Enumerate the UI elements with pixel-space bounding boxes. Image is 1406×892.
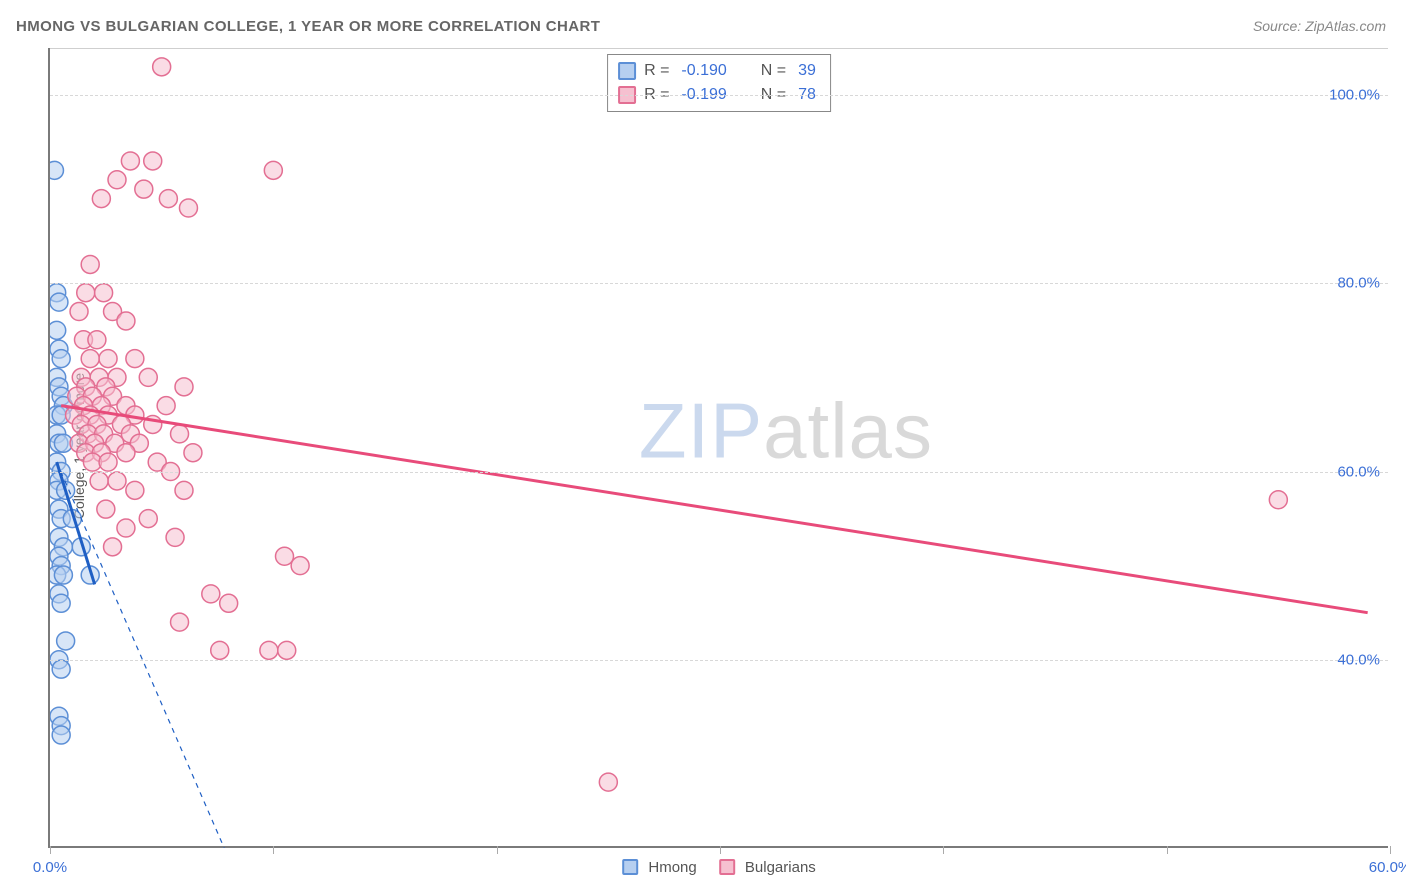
y-tick-label: 60.0%	[1337, 463, 1380, 480]
source-attribution: Source: ZipAtlas.com	[1253, 18, 1386, 34]
data-point	[157, 397, 175, 415]
data-point	[52, 594, 70, 612]
data-point	[153, 58, 171, 76]
gridline-h	[50, 95, 1388, 96]
x-tick-label: 0.0%	[33, 859, 67, 876]
x-tick	[50, 846, 51, 854]
data-point	[97, 500, 115, 518]
legend-label-hmong: Hmong	[648, 859, 696, 876]
data-point	[95, 284, 113, 302]
data-point	[184, 444, 202, 462]
data-point	[50, 293, 68, 311]
data-point	[175, 481, 193, 499]
data-point	[278, 641, 296, 659]
data-point	[1269, 491, 1287, 509]
data-point	[220, 594, 238, 612]
gridline-h-top	[50, 48, 1388, 49]
data-point	[260, 641, 278, 659]
data-point	[117, 444, 135, 462]
data-point	[88, 331, 106, 349]
data-point	[139, 368, 157, 386]
x-tick	[273, 846, 274, 854]
series-legend: Hmong Bulgarians	[622, 859, 816, 876]
data-point	[50, 321, 66, 339]
legend-item-hmong: Hmong	[622, 859, 697, 876]
data-point	[202, 585, 220, 603]
legend-swatch-hmong-icon	[622, 859, 638, 875]
x-tick	[497, 846, 498, 854]
data-point	[175, 378, 193, 396]
x-tick	[1167, 846, 1168, 854]
scatter-svg	[50, 48, 1390, 848]
data-point	[52, 726, 70, 744]
data-point	[99, 350, 117, 368]
legend-row-hmong: R = -0.190 N = 39	[618, 59, 816, 83]
legend-n-hmong: 39	[798, 62, 816, 80]
data-point	[50, 161, 63, 179]
data-point	[144, 152, 162, 170]
data-point	[92, 190, 110, 208]
x-tick-label: 60.0%	[1369, 859, 1406, 876]
data-point	[126, 350, 144, 368]
data-point	[171, 425, 189, 443]
legend-swatch-bulgarians-icon	[719, 859, 735, 875]
legend-item-bulgarians: Bulgarians	[719, 859, 816, 876]
data-point	[291, 557, 309, 575]
data-point	[81, 350, 99, 368]
data-point	[81, 255, 99, 273]
y-tick-label: 100.0%	[1329, 87, 1380, 104]
data-point	[52, 350, 70, 368]
data-point	[70, 303, 88, 321]
legend-n-label: N =	[761, 62, 786, 80]
y-tick-label: 80.0%	[1337, 275, 1380, 292]
data-point	[99, 453, 117, 471]
data-point	[211, 641, 229, 659]
gridline-h	[50, 283, 1388, 284]
plot-area: ZIPatlas R = -0.190 N = 39 R = -0.199 N …	[48, 48, 1388, 848]
data-point	[121, 152, 139, 170]
data-point	[276, 547, 294, 565]
data-point	[52, 660, 70, 678]
data-point	[166, 528, 184, 546]
data-point	[135, 180, 153, 198]
data-point	[108, 171, 126, 189]
data-point	[77, 284, 95, 302]
trend-line	[61, 406, 1368, 613]
gridline-h	[50, 472, 1388, 473]
data-point	[57, 632, 75, 650]
x-tick	[1390, 846, 1391, 854]
data-point	[264, 161, 282, 179]
legend-swatch-hmong	[618, 62, 636, 80]
legend-r-label: R =	[644, 62, 669, 80]
data-point	[90, 472, 108, 490]
data-point	[54, 566, 72, 584]
data-point	[117, 312, 135, 330]
correlation-legend: R = -0.190 N = 39 R = -0.199 N = 78	[607, 54, 831, 112]
data-point	[139, 510, 157, 528]
x-tick	[720, 846, 721, 854]
data-point	[126, 481, 144, 499]
data-point	[108, 472, 126, 490]
legend-r-hmong: -0.190	[681, 62, 726, 80]
data-point	[159, 190, 177, 208]
legend-label-bulgarians: Bulgarians	[745, 859, 816, 876]
y-tick-label: 40.0%	[1337, 651, 1380, 668]
data-point	[104, 538, 122, 556]
chart-title: HMONG VS BULGARIAN COLLEGE, 1 YEAR OR MO…	[16, 18, 600, 35]
data-point	[117, 519, 135, 537]
data-point	[171, 613, 189, 631]
data-point	[599, 773, 617, 791]
data-point	[179, 199, 197, 217]
gridline-h	[50, 660, 1388, 661]
x-tick	[943, 846, 944, 854]
